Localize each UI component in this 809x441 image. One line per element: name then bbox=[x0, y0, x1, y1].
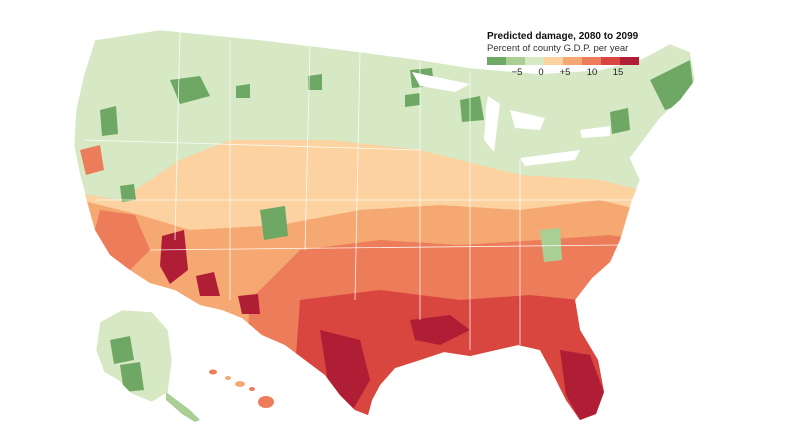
legend-tick: −5 bbox=[511, 67, 523, 78]
conus-map bbox=[73, 29, 696, 421]
legend-title: Predicted damage, 2080 to 2099 bbox=[487, 31, 639, 42]
legend-tick: +5 bbox=[559, 67, 571, 78]
legend-swatch bbox=[487, 57, 506, 65]
legend-ticks: −5 0 +5 10 15 bbox=[487, 65, 639, 79]
legend-swatch bbox=[582, 57, 601, 65]
legend-swatch bbox=[601, 57, 620, 65]
legend-swatch bbox=[620, 57, 639, 65]
legend-swatch bbox=[544, 57, 563, 65]
legend-tick: 0 bbox=[538, 67, 544, 78]
alaska-inset bbox=[95, 309, 200, 422]
map-legend: Predicted damage, 2080 to 2099 Percent o… bbox=[487, 31, 647, 79]
legend-color-scale bbox=[487, 57, 639, 65]
legend-tick: 15 bbox=[612, 67, 624, 78]
legend-swatch bbox=[506, 57, 525, 65]
legend-subtitle: Percent of county G.D.P. per year bbox=[487, 43, 629, 54]
hawaii-inset bbox=[209, 369, 274, 408]
legend-tick: 10 bbox=[586, 67, 598, 78]
legend-swatch bbox=[563, 57, 582, 65]
legend-swatch bbox=[525, 57, 544, 65]
